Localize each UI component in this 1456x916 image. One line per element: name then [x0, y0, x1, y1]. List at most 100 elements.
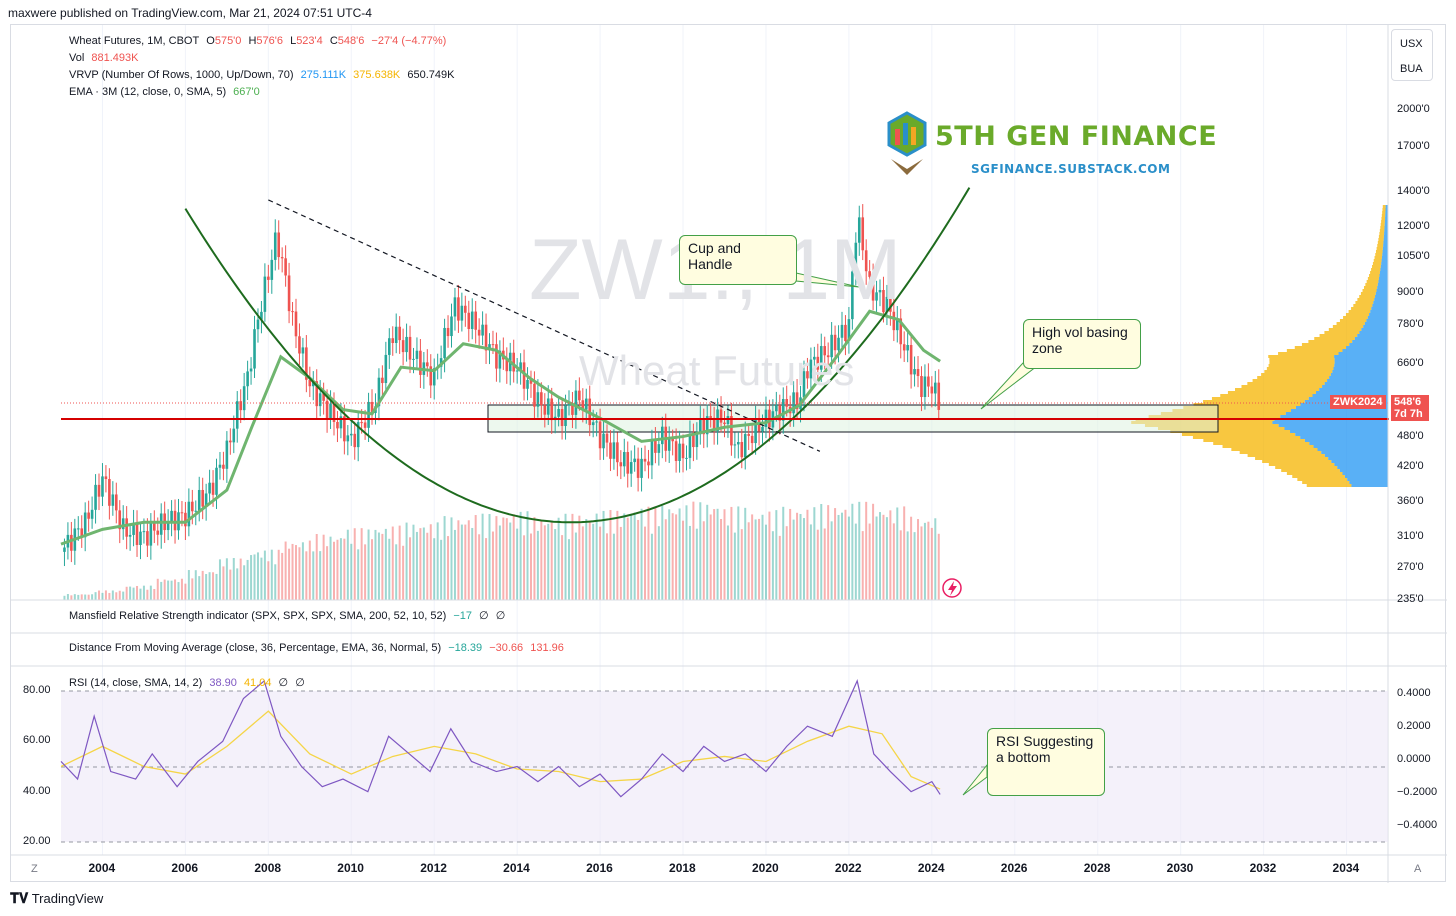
candle[interactable]	[702, 419, 706, 435]
candle[interactable]	[705, 416, 709, 435]
candle[interactable]	[629, 462, 633, 474]
candle[interactable]	[194, 510, 198, 512]
candle[interactable]	[405, 336, 408, 353]
candle[interactable]	[294, 311, 298, 337]
candle[interactable]	[543, 405, 547, 415]
candle[interactable]	[225, 440, 229, 469]
candle[interactable]	[256, 319, 260, 330]
candle[interactable]	[878, 290, 882, 293]
candle[interactable]	[484, 324, 488, 351]
candle[interactable]	[526, 379, 529, 389]
candle[interactable]	[685, 457, 688, 459]
candle[interactable]	[363, 422, 367, 428]
candle[interactable]	[308, 379, 312, 387]
candle[interactable]	[923, 376, 927, 398]
candle[interactable]	[778, 405, 782, 421]
candle[interactable]	[253, 329, 256, 369]
symbol-legend[interactable]: Wheat Futures, 1M, CBOT O575'0 H576'6 L5…	[69, 35, 450, 47]
candle[interactable]	[76, 528, 80, 530]
candle[interactable]	[868, 271, 871, 277]
candle[interactable]	[550, 398, 554, 421]
candle[interactable]	[899, 318, 903, 345]
candle[interactable]	[191, 501, 194, 512]
candle[interactable]	[394, 326, 398, 343]
candle[interactable]	[892, 311, 896, 331]
candle[interactable]	[564, 405, 567, 427]
candle[interactable]	[619, 462, 623, 467]
candle[interactable]	[712, 417, 716, 432]
candle[interactable]	[840, 324, 844, 338]
candle[interactable]	[197, 489, 201, 511]
candle[interactable]	[118, 510, 122, 530]
candle[interactable]	[761, 427, 764, 432]
candle[interactable]	[443, 327, 446, 359]
candle[interactable]	[322, 393, 325, 401]
candle[interactable]	[882, 290, 885, 313]
candle[interactable]	[937, 382, 941, 410]
candle[interactable]	[895, 318, 899, 331]
candle[interactable]	[674, 441, 678, 461]
candle[interactable]	[336, 421, 339, 429]
candle[interactable]	[287, 275, 291, 312]
vrvp-legend[interactable]: VRVP (Number Of Rows, 1000, Up/Down, 70)…	[69, 69, 458, 81]
candle[interactable]	[235, 401, 239, 429]
candle[interactable]	[242, 386, 246, 411]
candle[interactable]	[740, 441, 744, 458]
candle[interactable]	[412, 358, 415, 360]
candle[interactable]	[211, 482, 215, 495]
candle[interactable]	[467, 312, 471, 330]
candle[interactable]	[522, 362, 526, 389]
candle[interactable]	[540, 392, 543, 406]
candle[interactable]	[622, 452, 626, 467]
candle[interactable]	[457, 297, 460, 321]
candle[interactable]	[173, 510, 177, 531]
candle[interactable]	[602, 433, 605, 449]
candle[interactable]	[474, 311, 477, 330]
candle[interactable]	[453, 297, 457, 317]
candle[interactable]	[913, 369, 916, 375]
ema-legend[interactable]: EMA · 3M (12, close, 0, SMA, 5) 667'0	[69, 86, 264, 98]
candle[interactable]	[681, 443, 685, 459]
candle[interactable]	[273, 232, 277, 260]
rsi-legend[interactable]: RSI (14, close, SMA, 14, 2) 38.90 41.04 …	[69, 676, 309, 689]
candle[interactable]	[726, 416, 730, 425]
candle[interactable]	[249, 368, 253, 372]
candle[interactable]	[149, 522, 153, 546]
candle[interactable]	[512, 352, 516, 372]
candle[interactable]	[401, 340, 405, 353]
candle[interactable]	[349, 433, 353, 436]
candle[interactable]	[477, 329, 481, 336]
candle[interactable]	[716, 409, 719, 432]
candle[interactable]	[446, 327, 450, 337]
candle[interactable]	[743, 434, 747, 458]
candle[interactable]	[426, 362, 429, 367]
bua-button[interactable]: BUA	[1400, 63, 1423, 75]
candle[interactable]	[495, 344, 498, 369]
candle[interactable]	[125, 518, 128, 537]
candle[interactable]	[318, 393, 322, 407]
candle[interactable]	[875, 292, 878, 301]
candle[interactable]	[159, 513, 163, 535]
candle[interactable]	[187, 501, 191, 527]
candle[interactable]	[871, 276, 875, 301]
candle[interactable]	[927, 376, 930, 387]
candle[interactable]	[356, 422, 360, 448]
candle[interactable]	[920, 376, 923, 398]
candle[interactable]	[692, 433, 695, 448]
candle[interactable]	[781, 399, 785, 421]
symbol-name[interactable]: Wheat Futures, 1M, CBOT	[69, 35, 200, 47]
candle[interactable]	[280, 257, 284, 259]
candle[interactable]	[667, 438, 671, 451]
candle[interactable]	[750, 435, 754, 444]
replay-icon[interactable]	[942, 578, 962, 598]
candle[interactable]	[902, 344, 906, 351]
candle[interactable]	[557, 409, 560, 417]
candle[interactable]	[398, 326, 401, 341]
auto-scale-left-button[interactable]: Z	[31, 863, 38, 875]
candle[interactable]	[415, 350, 419, 359]
auto-scale-right-button[interactable]: A	[1414, 863, 1422, 875]
candle[interactable]	[560, 409, 564, 427]
candle[interactable]	[139, 531, 142, 545]
candle[interactable]	[578, 390, 581, 401]
candle[interactable]	[584, 398, 588, 410]
